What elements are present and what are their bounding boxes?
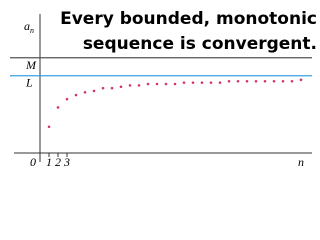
y-label-sub: n <box>30 26 34 35</box>
point <box>209 81 213 84</box>
point <box>254 79 258 83</box>
point <box>128 84 132 87</box>
point <box>119 85 123 89</box>
x-tick-label: 0 <box>30 155 36 169</box>
point <box>155 82 159 86</box>
y-tick-label: M <box>25 58 37 72</box>
point <box>92 89 96 93</box>
point <box>245 79 249 83</box>
point <box>227 79 231 83</box>
title-line: Every bounded, monotonic <box>60 9 317 29</box>
chart: Every bounded, monotonic sequence is con… <box>10 9 317 169</box>
point <box>281 79 285 83</box>
point <box>101 86 105 90</box>
point <box>299 78 303 82</box>
page: Every bounded, monotonic sequence is con… <box>10 9 317 169</box>
y-axis-label: an <box>24 19 34 35</box>
y-tick-label: L <box>25 76 33 90</box>
point <box>164 82 168 86</box>
point <box>290 79 294 83</box>
point <box>272 79 276 83</box>
x-tick-label: 3 <box>63 155 70 169</box>
x-tick-label: 1 <box>46 155 52 169</box>
point <box>236 79 240 83</box>
point <box>200 81 204 84</box>
point <box>65 97 69 101</box>
point <box>263 79 267 83</box>
point <box>74 93 78 97</box>
point <box>173 82 177 86</box>
point <box>83 90 87 94</box>
point <box>137 84 141 87</box>
y-label-main: a <box>24 19 30 33</box>
x-axis-label: n <box>298 155 304 169</box>
point <box>110 86 114 90</box>
point <box>182 81 186 84</box>
x-tick-label: 2 <box>55 155 61 169</box>
point <box>47 125 51 129</box>
title-line: sequence is convergent. <box>83 34 317 54</box>
point <box>146 82 150 86</box>
point <box>218 81 222 84</box>
point <box>56 106 60 109</box>
point <box>191 81 195 84</box>
